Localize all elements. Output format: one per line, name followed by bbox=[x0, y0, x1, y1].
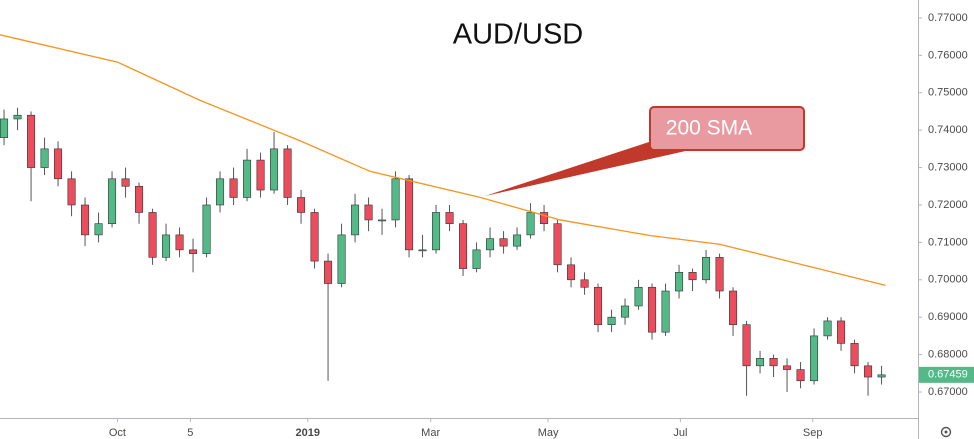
candle-body bbox=[621, 305, 630, 318]
candle-body bbox=[499, 238, 508, 247]
candle-body bbox=[567, 264, 576, 281]
candle-body bbox=[648, 286, 657, 333]
y-tick-label: 0.73000 bbox=[928, 161, 968, 173]
candle-body bbox=[729, 290, 738, 325]
candle-body bbox=[391, 178, 400, 221]
candle-body bbox=[702, 257, 711, 281]
candle-body bbox=[121, 178, 130, 187]
y-tick-label: 0.74000 bbox=[928, 124, 968, 136]
callout-box bbox=[649, 106, 805, 151]
callout-text: 200 SMA bbox=[666, 117, 752, 140]
candle-body bbox=[13, 114, 22, 120]
candle-body bbox=[688, 272, 697, 281]
candle-body bbox=[256, 159, 265, 191]
candle-body bbox=[526, 212, 535, 236]
candle-body bbox=[94, 223, 103, 236]
candle-body bbox=[634, 286, 643, 307]
candle-body bbox=[310, 212, 319, 262]
candle-body bbox=[27, 114, 36, 168]
candle-body bbox=[337, 234, 346, 284]
chart-title: AUD/USD bbox=[453, 19, 584, 51]
candle-body bbox=[189, 249, 198, 254]
candle-body bbox=[202, 204, 211, 254]
candle-body bbox=[54, 148, 63, 180]
candle-body bbox=[229, 178, 238, 198]
y-tick-label: 0.76000 bbox=[928, 49, 968, 61]
candle-body bbox=[472, 249, 481, 269]
candle-body bbox=[675, 272, 684, 292]
candle-body bbox=[243, 159, 252, 198]
y-tick-label: 0.77000 bbox=[928, 12, 968, 24]
candle-body bbox=[513, 234, 522, 247]
candle-body bbox=[715, 257, 724, 292]
candle-body bbox=[756, 358, 765, 367]
sma-line bbox=[0, 34, 886, 287]
candle-body bbox=[324, 260, 333, 284]
y-tick-label: 0.71000 bbox=[928, 236, 968, 248]
candle-body bbox=[351, 204, 360, 236]
candle-body bbox=[553, 223, 562, 266]
candle-body bbox=[810, 335, 819, 382]
candle-body bbox=[175, 234, 184, 251]
candle-body bbox=[148, 212, 157, 258]
candle-body bbox=[661, 290, 670, 333]
candle-body bbox=[108, 178, 117, 224]
settings-icon[interactable] bbox=[940, 426, 952, 438]
x-tick-label: Oct bbox=[109, 427, 126, 439]
x-tick-label: 2019 bbox=[296, 427, 320, 439]
candle-body bbox=[877, 374, 886, 378]
candle-body bbox=[486, 238, 495, 251]
candle-body bbox=[540, 212, 549, 224]
x-tick-label: May bbox=[538, 427, 559, 439]
candle-body bbox=[405, 178, 414, 251]
candle-body bbox=[418, 249, 427, 252]
candle-body bbox=[0, 118, 9, 138]
candle-body bbox=[742, 324, 751, 367]
candle-body bbox=[283, 148, 292, 198]
y-tick-label: 0.69000 bbox=[928, 311, 968, 323]
candle-body bbox=[796, 369, 805, 382]
candle-body bbox=[216, 178, 225, 206]
last-price-label: 0.67459 bbox=[928, 369, 968, 381]
candle-body bbox=[364, 204, 373, 221]
candle-body bbox=[162, 234, 171, 258]
candle-body bbox=[594, 286, 603, 325]
candle-body bbox=[432, 212, 441, 251]
candle-body bbox=[40, 148, 49, 168]
x-tick-label: Mar bbox=[421, 427, 440, 439]
candle-body bbox=[297, 197, 306, 213]
candle-body bbox=[823, 320, 832, 337]
candle-body bbox=[445, 212, 454, 224]
candle-body bbox=[580, 279, 589, 288]
candle-body bbox=[850, 343, 859, 367]
y-tick-label: 0.70000 bbox=[928, 274, 968, 286]
candle-body bbox=[270, 148, 279, 191]
x-tick-label: 5 bbox=[187, 427, 193, 439]
candle-body bbox=[837, 320, 846, 344]
candle-body bbox=[864, 365, 873, 378]
candle-body bbox=[81, 204, 90, 236]
x-tick-label: Sep bbox=[803, 427, 823, 439]
candle-body bbox=[459, 223, 468, 269]
candle-body bbox=[607, 316, 616, 325]
candle-body bbox=[783, 365, 792, 370]
candle-body bbox=[769, 358, 778, 367]
y-tick-label: 0.68000 bbox=[928, 349, 968, 361]
candle-body bbox=[67, 178, 76, 206]
candle-body bbox=[135, 185, 144, 213]
x-tick-label: Jul bbox=[673, 427, 687, 439]
candle-body bbox=[378, 219, 387, 222]
last-price-box bbox=[919, 366, 974, 383]
y-tick-label: 0.75000 bbox=[928, 87, 968, 99]
y-tick-label: 0.67000 bbox=[928, 386, 968, 398]
plot-area bbox=[0, 34, 886, 396]
callout-pointer bbox=[485, 140, 690, 196]
y-tick-label: 0.72000 bbox=[928, 199, 968, 211]
